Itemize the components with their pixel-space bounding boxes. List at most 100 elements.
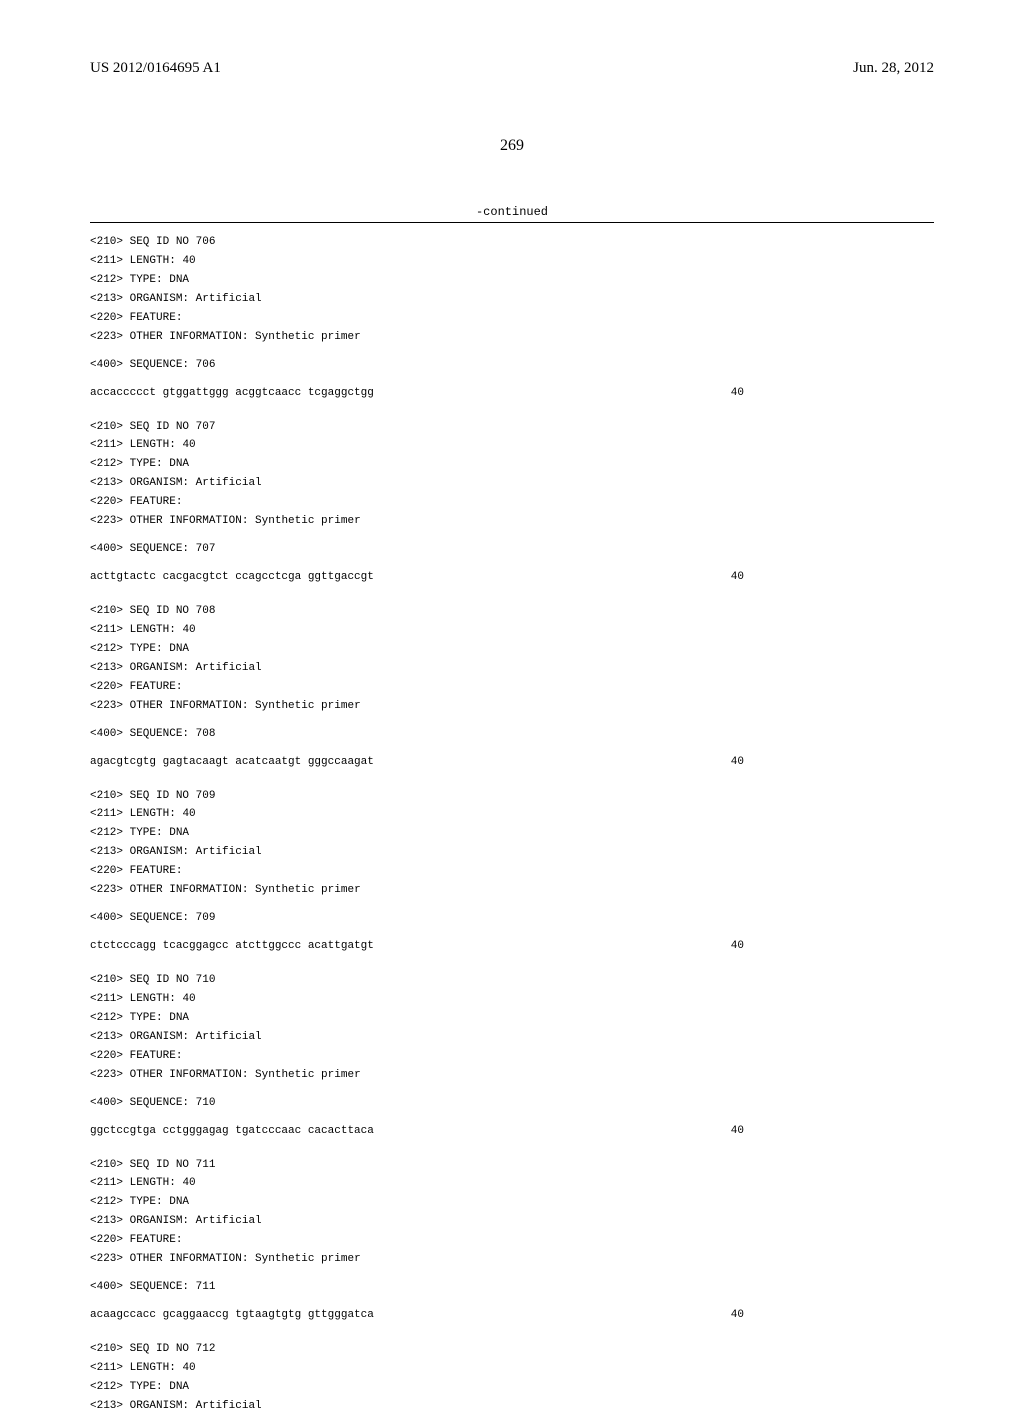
seq-type: DNA bbox=[169, 1012, 189, 1024]
seq-length: 40 bbox=[182, 1362, 195, 1374]
sequence-block: <210> SEQ ID NO 706 <211> LENGTH: 40 <21… bbox=[90, 235, 934, 402]
seq-id: 710 bbox=[196, 974, 216, 986]
seq-other-info: Synthetic primer bbox=[255, 700, 361, 712]
other-info-label: <223> OTHER INFORMATION: bbox=[90, 1253, 248, 1265]
seq-type: DNA bbox=[169, 458, 189, 470]
organism-label: <213> ORGANISM: bbox=[90, 1400, 189, 1412]
type-label: <212> TYPE: bbox=[90, 1381, 163, 1393]
seq-id: 707 bbox=[196, 421, 216, 433]
type-label: <212> TYPE: bbox=[90, 643, 163, 655]
feature-label: <220> FEATURE: bbox=[90, 496, 182, 508]
sequence-text: acttgtactc cacgacgtct ccagcctcga ggttgac… bbox=[90, 570, 374, 586]
sequence-label: <400> SEQUENCE: bbox=[90, 728, 189, 740]
seq-id: 708 bbox=[196, 605, 216, 617]
sequence-text: ctctcccagg tcacggagcc atcttggccc acattga… bbox=[90, 939, 374, 955]
seq-id: 712 bbox=[196, 1343, 216, 1355]
sequence-text: accaccccct gtggattggg acggtcaacc tcgaggc… bbox=[90, 386, 374, 402]
seq-other-info: Synthetic primer bbox=[255, 515, 361, 527]
length-label: <211> LENGTH: bbox=[90, 624, 176, 636]
sequence-text: acaagccacc gcaggaaccg tgtaagtgtg gttggga… bbox=[90, 1308, 374, 1324]
seq-num: 707 bbox=[196, 543, 216, 555]
sequence-label: <400> SEQUENCE: bbox=[90, 543, 189, 555]
seq-organism: Artificial bbox=[196, 662, 262, 674]
sequence-label: <400> SEQUENCE: bbox=[90, 359, 189, 371]
seq-length: 40 bbox=[182, 808, 195, 820]
seq-id-label: <210> SEQ ID NO bbox=[90, 1159, 189, 1171]
length-label: <211> LENGTH: bbox=[90, 255, 176, 267]
seq-length: 40 bbox=[182, 1177, 195, 1189]
sequence-length-display: 40 bbox=[731, 1124, 934, 1140]
length-label: <211> LENGTH: bbox=[90, 993, 176, 1005]
other-info-label: <223> OTHER INFORMATION: bbox=[90, 515, 248, 527]
seq-organism: Artificial bbox=[196, 1400, 262, 1412]
other-info-label: <223> OTHER INFORMATION: bbox=[90, 1069, 248, 1081]
other-info-label: <223> OTHER INFORMATION: bbox=[90, 884, 248, 896]
continued-label: -continued bbox=[90, 205, 934, 219]
other-info-label: <223> OTHER INFORMATION: bbox=[90, 331, 248, 343]
sequence-length-display: 40 bbox=[731, 570, 934, 586]
seq-organism: Artificial bbox=[196, 1031, 262, 1043]
organism-label: <213> ORGANISM: bbox=[90, 1215, 189, 1227]
feature-label: <220> FEATURE: bbox=[90, 865, 182, 877]
sequence-label: <400> SEQUENCE: bbox=[90, 1281, 189, 1293]
seq-num: 709 bbox=[196, 912, 216, 924]
seq-id-label: <210> SEQ ID NO bbox=[90, 790, 189, 802]
seq-id: 709 bbox=[196, 790, 216, 802]
sequence-text: ggctccgtga cctgggagag tgatcccaac cacactt… bbox=[90, 1124, 374, 1140]
sequence-text: agacgtcgtg gagtacaagt acatcaatgt gggccaa… bbox=[90, 755, 374, 771]
length-label: <211> LENGTH: bbox=[90, 1177, 176, 1189]
seq-id-label: <210> SEQ ID NO bbox=[90, 1343, 189, 1355]
seq-id-label: <210> SEQ ID NO bbox=[90, 421, 189, 433]
feature-label: <220> FEATURE: bbox=[90, 1234, 182, 1246]
organism-label: <213> ORGANISM: bbox=[90, 293, 189, 305]
seq-organism: Artificial bbox=[196, 1215, 262, 1227]
seq-length: 40 bbox=[182, 624, 195, 636]
sequence-block: <210> SEQ ID NO 708 <211> LENGTH: 40 <21… bbox=[90, 604, 934, 771]
sequence-length-display: 40 bbox=[731, 386, 934, 402]
sequence-block: <210> SEQ ID NO 707 <211> LENGTH: 40 <21… bbox=[90, 420, 934, 587]
sequence-length-display: 40 bbox=[731, 939, 934, 955]
organism-label: <213> ORGANISM: bbox=[90, 662, 189, 674]
seq-num: 708 bbox=[196, 728, 216, 740]
sequence-block-partial: <210> SEQ ID NO 712 <211> LENGTH: 40 <21… bbox=[90, 1342, 934, 1415]
seq-type: DNA bbox=[169, 1381, 189, 1393]
sequence-block: <210> SEQ ID NO 711 <211> LENGTH: 40 <21… bbox=[90, 1158, 934, 1325]
seq-type: DNA bbox=[169, 827, 189, 839]
seq-num: 711 bbox=[196, 1281, 216, 1293]
seq-id: 711 bbox=[196, 1159, 216, 1171]
organism-label: <213> ORGANISM: bbox=[90, 846, 189, 858]
sequence-block: <210> SEQ ID NO 710 <211> LENGTH: 40 <21… bbox=[90, 973, 934, 1140]
page-number: 269 bbox=[90, 137, 934, 155]
sequence-label: <400> SEQUENCE: bbox=[90, 912, 189, 924]
publication-date: Jun. 28, 2012 bbox=[853, 60, 934, 77]
type-label: <212> TYPE: bbox=[90, 458, 163, 470]
sequence-length-display: 40 bbox=[731, 755, 934, 771]
seq-other-info: Synthetic primer bbox=[255, 331, 361, 343]
seq-type: DNA bbox=[169, 1196, 189, 1208]
feature-label: <220> FEATURE: bbox=[90, 681, 182, 693]
seq-id-label: <210> SEQ ID NO bbox=[90, 974, 189, 986]
organism-label: <213> ORGANISM: bbox=[90, 1031, 189, 1043]
seq-id: 706 bbox=[196, 236, 216, 248]
seq-length: 40 bbox=[182, 255, 195, 267]
seq-other-info: Synthetic primer bbox=[255, 884, 361, 896]
sequence-listing: <210> SEQ ID NO 706 <211> LENGTH: 40 <21… bbox=[90, 235, 934, 1415]
type-label: <212> TYPE: bbox=[90, 1012, 163, 1024]
length-label: <211> LENGTH: bbox=[90, 1362, 176, 1374]
feature-label: <220> FEATURE: bbox=[90, 312, 182, 324]
seq-num: 706 bbox=[196, 359, 216, 371]
seq-length: 40 bbox=[182, 439, 195, 451]
type-label: <212> TYPE: bbox=[90, 827, 163, 839]
page-header: US 2012/0164695 A1 Jun. 28, 2012 bbox=[90, 60, 934, 77]
type-label: <212> TYPE: bbox=[90, 274, 163, 286]
sequence-label: <400> SEQUENCE: bbox=[90, 1097, 189, 1109]
seq-organism: Artificial bbox=[196, 477, 262, 489]
organism-label: <213> ORGANISM: bbox=[90, 477, 189, 489]
seq-num: 710 bbox=[196, 1097, 216, 1109]
sequence-block: <210> SEQ ID NO 709 <211> LENGTH: 40 <21… bbox=[90, 789, 934, 956]
length-label: <211> LENGTH: bbox=[90, 808, 176, 820]
feature-label: <220> FEATURE: bbox=[90, 1050, 182, 1062]
seq-other-info: Synthetic primer bbox=[255, 1069, 361, 1081]
seq-type: DNA bbox=[169, 643, 189, 655]
divider-line bbox=[90, 222, 934, 223]
